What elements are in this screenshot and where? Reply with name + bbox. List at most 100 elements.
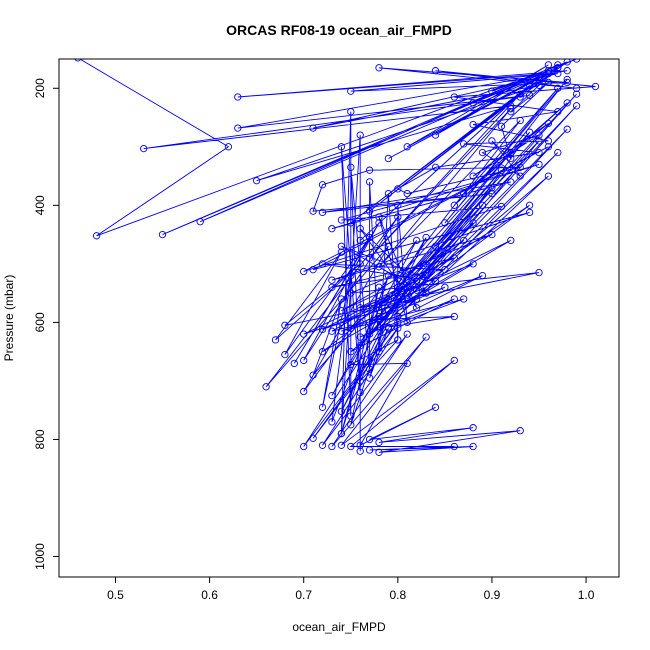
data-point bbox=[431, 242, 440, 250]
data-point bbox=[422, 271, 430, 280]
data-point bbox=[262, 383, 270, 391]
data-point bbox=[403, 189, 411, 198]
data-point bbox=[337, 318, 346, 327]
data-point bbox=[497, 166, 506, 174]
data-point bbox=[309, 207, 317, 215]
data-point bbox=[328, 442, 336, 451]
data-point bbox=[497, 202, 506, 211]
data-point bbox=[572, 59, 581, 63]
chart-title: ORCAS RF08-19 ocean_air_FMPD bbox=[226, 22, 452, 38]
data-point bbox=[469, 172, 477, 180]
data-point bbox=[375, 448, 383, 456]
data-point bbox=[460, 140, 468, 148]
data-point bbox=[544, 137, 553, 145]
data-point bbox=[563, 75, 571, 84]
data-point bbox=[431, 131, 440, 139]
data-point bbox=[469, 424, 477, 432]
data-point bbox=[507, 108, 515, 116]
data-point bbox=[403, 330, 411, 338]
data-point bbox=[337, 327, 346, 335]
data-point bbox=[525, 91, 534, 99]
data-point bbox=[337, 248, 346, 256]
data-point bbox=[507, 236, 515, 245]
data-point bbox=[328, 225, 336, 233]
data-point bbox=[347, 289, 355, 297]
data-point bbox=[365, 446, 374, 454]
data-point bbox=[441, 266, 449, 274]
data-point bbox=[403, 283, 411, 291]
data-point bbox=[290, 359, 298, 368]
data-point bbox=[544, 143, 553, 151]
data-point bbox=[441, 283, 449, 291]
data-point bbox=[488, 87, 496, 95]
data-point bbox=[337, 143, 346, 151]
data-point bbox=[450, 201, 458, 209]
data-point bbox=[403, 359, 411, 368]
data-point bbox=[337, 295, 346, 303]
data-point bbox=[384, 271, 393, 280]
data-point bbox=[554, 148, 562, 157]
data-point bbox=[460, 295, 468, 303]
data-point bbox=[469, 260, 477, 268]
data-point bbox=[516, 90, 524, 98]
data-point bbox=[318, 348, 327, 356]
y-tick-label: 800 bbox=[33, 429, 47, 449]
data-point bbox=[516, 163, 524, 171]
data-point bbox=[450, 93, 458, 101]
data-point bbox=[347, 219, 355, 227]
x-tick-label: 1.0 bbox=[578, 588, 595, 602]
y-tick-label: 400 bbox=[33, 195, 47, 215]
data-point bbox=[375, 312, 383, 321]
data-point bbox=[356, 333, 364, 341]
data-point bbox=[281, 350, 289, 359]
data-point bbox=[300, 330, 308, 338]
data-point bbox=[497, 122, 506, 130]
data-point bbox=[356, 236, 364, 245]
data-point bbox=[478, 201, 487, 209]
data-point bbox=[365, 318, 374, 327]
data-point bbox=[375, 213, 383, 221]
data-point bbox=[478, 271, 487, 280]
data-point bbox=[412, 286, 421, 294]
data-point bbox=[375, 283, 383, 291]
data-point bbox=[563, 99, 571, 107]
data-point bbox=[365, 374, 374, 382]
data-point bbox=[412, 236, 421, 245]
data-point bbox=[337, 429, 346, 438]
data-point bbox=[384, 324, 393, 332]
data-point bbox=[488, 137, 496, 145]
data-point bbox=[384, 154, 393, 163]
data-point bbox=[394, 324, 402, 332]
data-point bbox=[92, 232, 101, 240]
data-point bbox=[525, 201, 534, 209]
data-point bbox=[450, 442, 458, 451]
data-point bbox=[328, 283, 336, 291]
data-point bbox=[356, 131, 364, 139]
data-point bbox=[318, 181, 327, 189]
data-point bbox=[516, 93, 524, 101]
data-point bbox=[535, 81, 543, 89]
data-point bbox=[544, 78, 553, 87]
data-point bbox=[365, 365, 374, 373]
data-point bbox=[375, 219, 383, 227]
x-tick-label: 0.5 bbox=[107, 588, 124, 602]
plot-frame bbox=[58, 58, 620, 578]
data-point bbox=[337, 307, 346, 315]
data-point bbox=[422, 260, 430, 268]
series-line bbox=[78, 59, 596, 453]
data-point bbox=[431, 403, 440, 411]
data-point bbox=[74, 59, 82, 62]
data-point bbox=[318, 441, 327, 449]
data-point bbox=[450, 254, 458, 262]
data-point bbox=[309, 266, 317, 274]
data-point bbox=[591, 82, 600, 91]
y-axis-label: Pressure (mbar) bbox=[2, 275, 16, 362]
y-tick-label: 200 bbox=[33, 78, 47, 98]
data-point bbox=[347, 163, 355, 171]
data-point bbox=[394, 318, 402, 327]
y-tick-label: 600 bbox=[33, 312, 47, 332]
data-point bbox=[554, 64, 562, 72]
data-point bbox=[300, 356, 308, 365]
data-point bbox=[535, 72, 543, 81]
data-point bbox=[394, 283, 402, 291]
